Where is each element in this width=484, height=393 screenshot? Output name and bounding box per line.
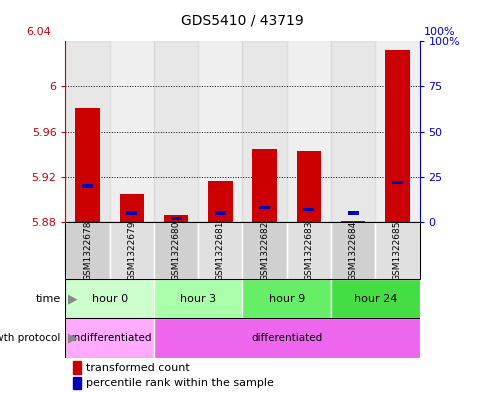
- Text: GSM1322683: GSM1322683: [304, 220, 313, 281]
- Bar: [153, 222, 198, 279]
- Bar: [198, 222, 242, 279]
- Bar: [330, 222, 375, 279]
- Bar: [73, 377, 81, 389]
- Text: percentile rank within the sample: percentile rank within the sample: [86, 378, 273, 388]
- Bar: [214, 211, 226, 215]
- Bar: [65, 279, 153, 318]
- Bar: [347, 211, 358, 215]
- Bar: [153, 279, 242, 318]
- Bar: [391, 180, 402, 184]
- Text: hour 24: hour 24: [353, 294, 396, 304]
- Bar: [120, 194, 144, 222]
- Bar: [126, 211, 137, 215]
- Bar: [375, 41, 419, 222]
- Text: GSM1322685: GSM1322685: [392, 220, 401, 281]
- Bar: [198, 41, 242, 222]
- Bar: [65, 222, 109, 279]
- Text: GSM1322682: GSM1322682: [259, 220, 269, 281]
- Bar: [82, 184, 93, 187]
- Text: hour 9: hour 9: [268, 294, 304, 304]
- Text: ▶: ▶: [68, 292, 77, 305]
- Text: GSM1322679: GSM1322679: [127, 220, 136, 281]
- Bar: [296, 151, 320, 222]
- Text: undifferentiated: undifferentiated: [67, 333, 151, 343]
- Bar: [252, 149, 276, 222]
- Bar: [242, 41, 286, 222]
- Bar: [242, 222, 286, 279]
- Bar: [109, 41, 153, 222]
- Text: differentiated: differentiated: [251, 333, 322, 343]
- Bar: [286, 222, 330, 279]
- Bar: [153, 318, 419, 358]
- Bar: [170, 217, 181, 220]
- Bar: [303, 208, 314, 211]
- Text: ▶: ▶: [68, 331, 77, 345]
- Bar: [109, 222, 153, 279]
- Bar: [164, 215, 188, 222]
- Bar: [76, 108, 100, 222]
- Bar: [330, 41, 375, 222]
- Bar: [65, 41, 109, 222]
- Text: GSM1322680: GSM1322680: [171, 220, 180, 281]
- Bar: [153, 41, 198, 222]
- Bar: [330, 279, 419, 318]
- Bar: [340, 221, 364, 222]
- Bar: [286, 41, 330, 222]
- Text: GDS5410 / 43719: GDS5410 / 43719: [181, 14, 303, 28]
- Text: 6.04: 6.04: [27, 27, 51, 37]
- Bar: [384, 50, 408, 222]
- Bar: [242, 279, 330, 318]
- Text: hour 0: hour 0: [91, 294, 127, 304]
- Text: time: time: [35, 294, 60, 304]
- Bar: [258, 206, 270, 209]
- Text: GSM1322684: GSM1322684: [348, 220, 357, 281]
- Bar: [73, 361, 81, 373]
- Text: GSM1322678: GSM1322678: [83, 220, 92, 281]
- Text: GSM1322681: GSM1322681: [215, 220, 225, 281]
- Text: growth protocol: growth protocol: [0, 333, 60, 343]
- Bar: [208, 181, 232, 222]
- Text: transformed count: transformed count: [86, 362, 190, 373]
- Bar: [375, 222, 419, 279]
- Text: hour 3: hour 3: [180, 294, 216, 304]
- Bar: [65, 318, 153, 358]
- Text: 100%: 100%: [423, 27, 454, 37]
